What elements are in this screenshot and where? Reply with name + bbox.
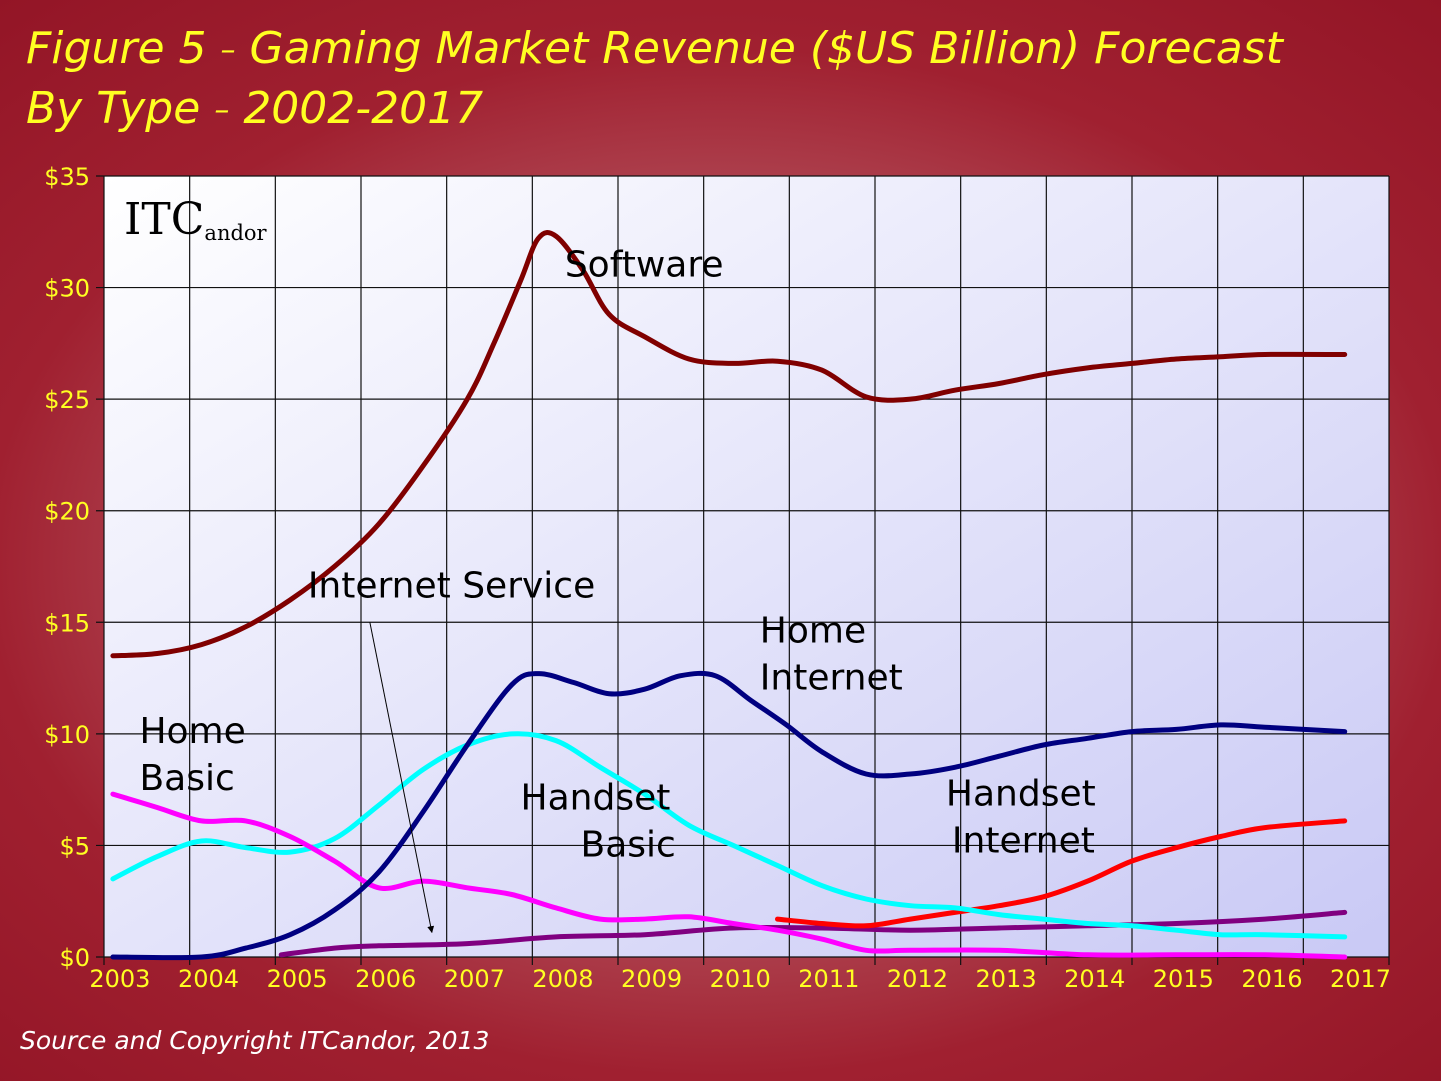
x-tick-label: 2014 (1064, 965, 1125, 993)
y-tick-label: $0 (59, 944, 90, 972)
y-tick-label: $5 (59, 832, 90, 860)
title-figure-label: Figure 5 (26, 23, 207, 74)
logo-letter-t: T (141, 194, 171, 245)
y-tick-label: $35 (44, 163, 90, 191)
title-date-range: 2002-2017 (243, 83, 484, 134)
y-tick-label: $25 (44, 386, 90, 414)
logo-suffix: andor (204, 221, 267, 245)
y-tick-label: $30 (44, 275, 90, 303)
x-tick-label: 2012 (887, 965, 948, 993)
series-label-software: Software (565, 244, 724, 285)
logo-letter-i: I (124, 194, 142, 245)
x-tick-label: 2011 (798, 965, 859, 993)
x-tick-label: 2004 (178, 965, 239, 993)
x-tick-label: 2008 (532, 965, 593, 993)
series-label-internet-service: Internet Service (308, 566, 595, 607)
x-tick-label: 2005 (267, 965, 328, 993)
source-note: Source and Copyright ITCandor, 2013 (20, 1026, 490, 1055)
x-tick-label: 2010 (710, 965, 771, 993)
series-line-internet-service (278, 909, 1348, 958)
series-line-home-internet (110, 670, 1348, 961)
series-line-home-basic (110, 791, 1348, 960)
annotation-arrow (369, 622, 435, 934)
title-main-text: Gaming Market Revenue ($US Billion) Fore… (249, 23, 1283, 74)
y-tick-label: $10 (44, 721, 90, 749)
plot-area (103, 175, 1390, 958)
series-label-home-basic: Basic (139, 758, 234, 799)
itcandor-logo: ITCandor (124, 198, 267, 246)
series-line-handset-internet (775, 818, 1348, 929)
title-by-type: By Type (26, 83, 201, 134)
y-tick-label: $15 (44, 609, 90, 637)
x-tick-label: 2007 (444, 965, 505, 993)
x-tick-label: 2016 (1241, 965, 1302, 993)
series-label-handset-internet: Internet (952, 820, 1095, 861)
y-tick-label: $20 (44, 498, 90, 526)
series-label-home-internet: Internet (760, 657, 903, 698)
logo-letter-c: C (170, 194, 205, 245)
title-dash: – (220, 33, 236, 68)
x-tick-label: 2003 (89, 965, 150, 993)
title-line-1: Figure 5 – Gaming Market Revenue ($US Bi… (26, 20, 1283, 80)
series-line-software (110, 230, 1348, 659)
series-label-handset-internet: Handset (946, 773, 1096, 814)
series-label-handset-basic: Handset (521, 778, 671, 819)
chart-title: Figure 5 – Gaming Market Revenue ($US Bi… (26, 20, 1283, 140)
series-label-home-internet: Home (760, 610, 866, 651)
x-tick-label: 2009 (621, 965, 682, 993)
x-tick-label: 2013 (976, 965, 1037, 993)
title-line-2: By Type – 2002-2017 (26, 80, 1283, 140)
series-label-home-basic: Home (139, 711, 245, 752)
x-tick-label: 2006 (355, 965, 416, 993)
x-tick-label: 2015 (1153, 965, 1214, 993)
title-dash-2: – (214, 93, 230, 128)
x-tick-label: 2017 (1330, 965, 1391, 993)
series-label-handset-basic: Basic (581, 825, 676, 866)
